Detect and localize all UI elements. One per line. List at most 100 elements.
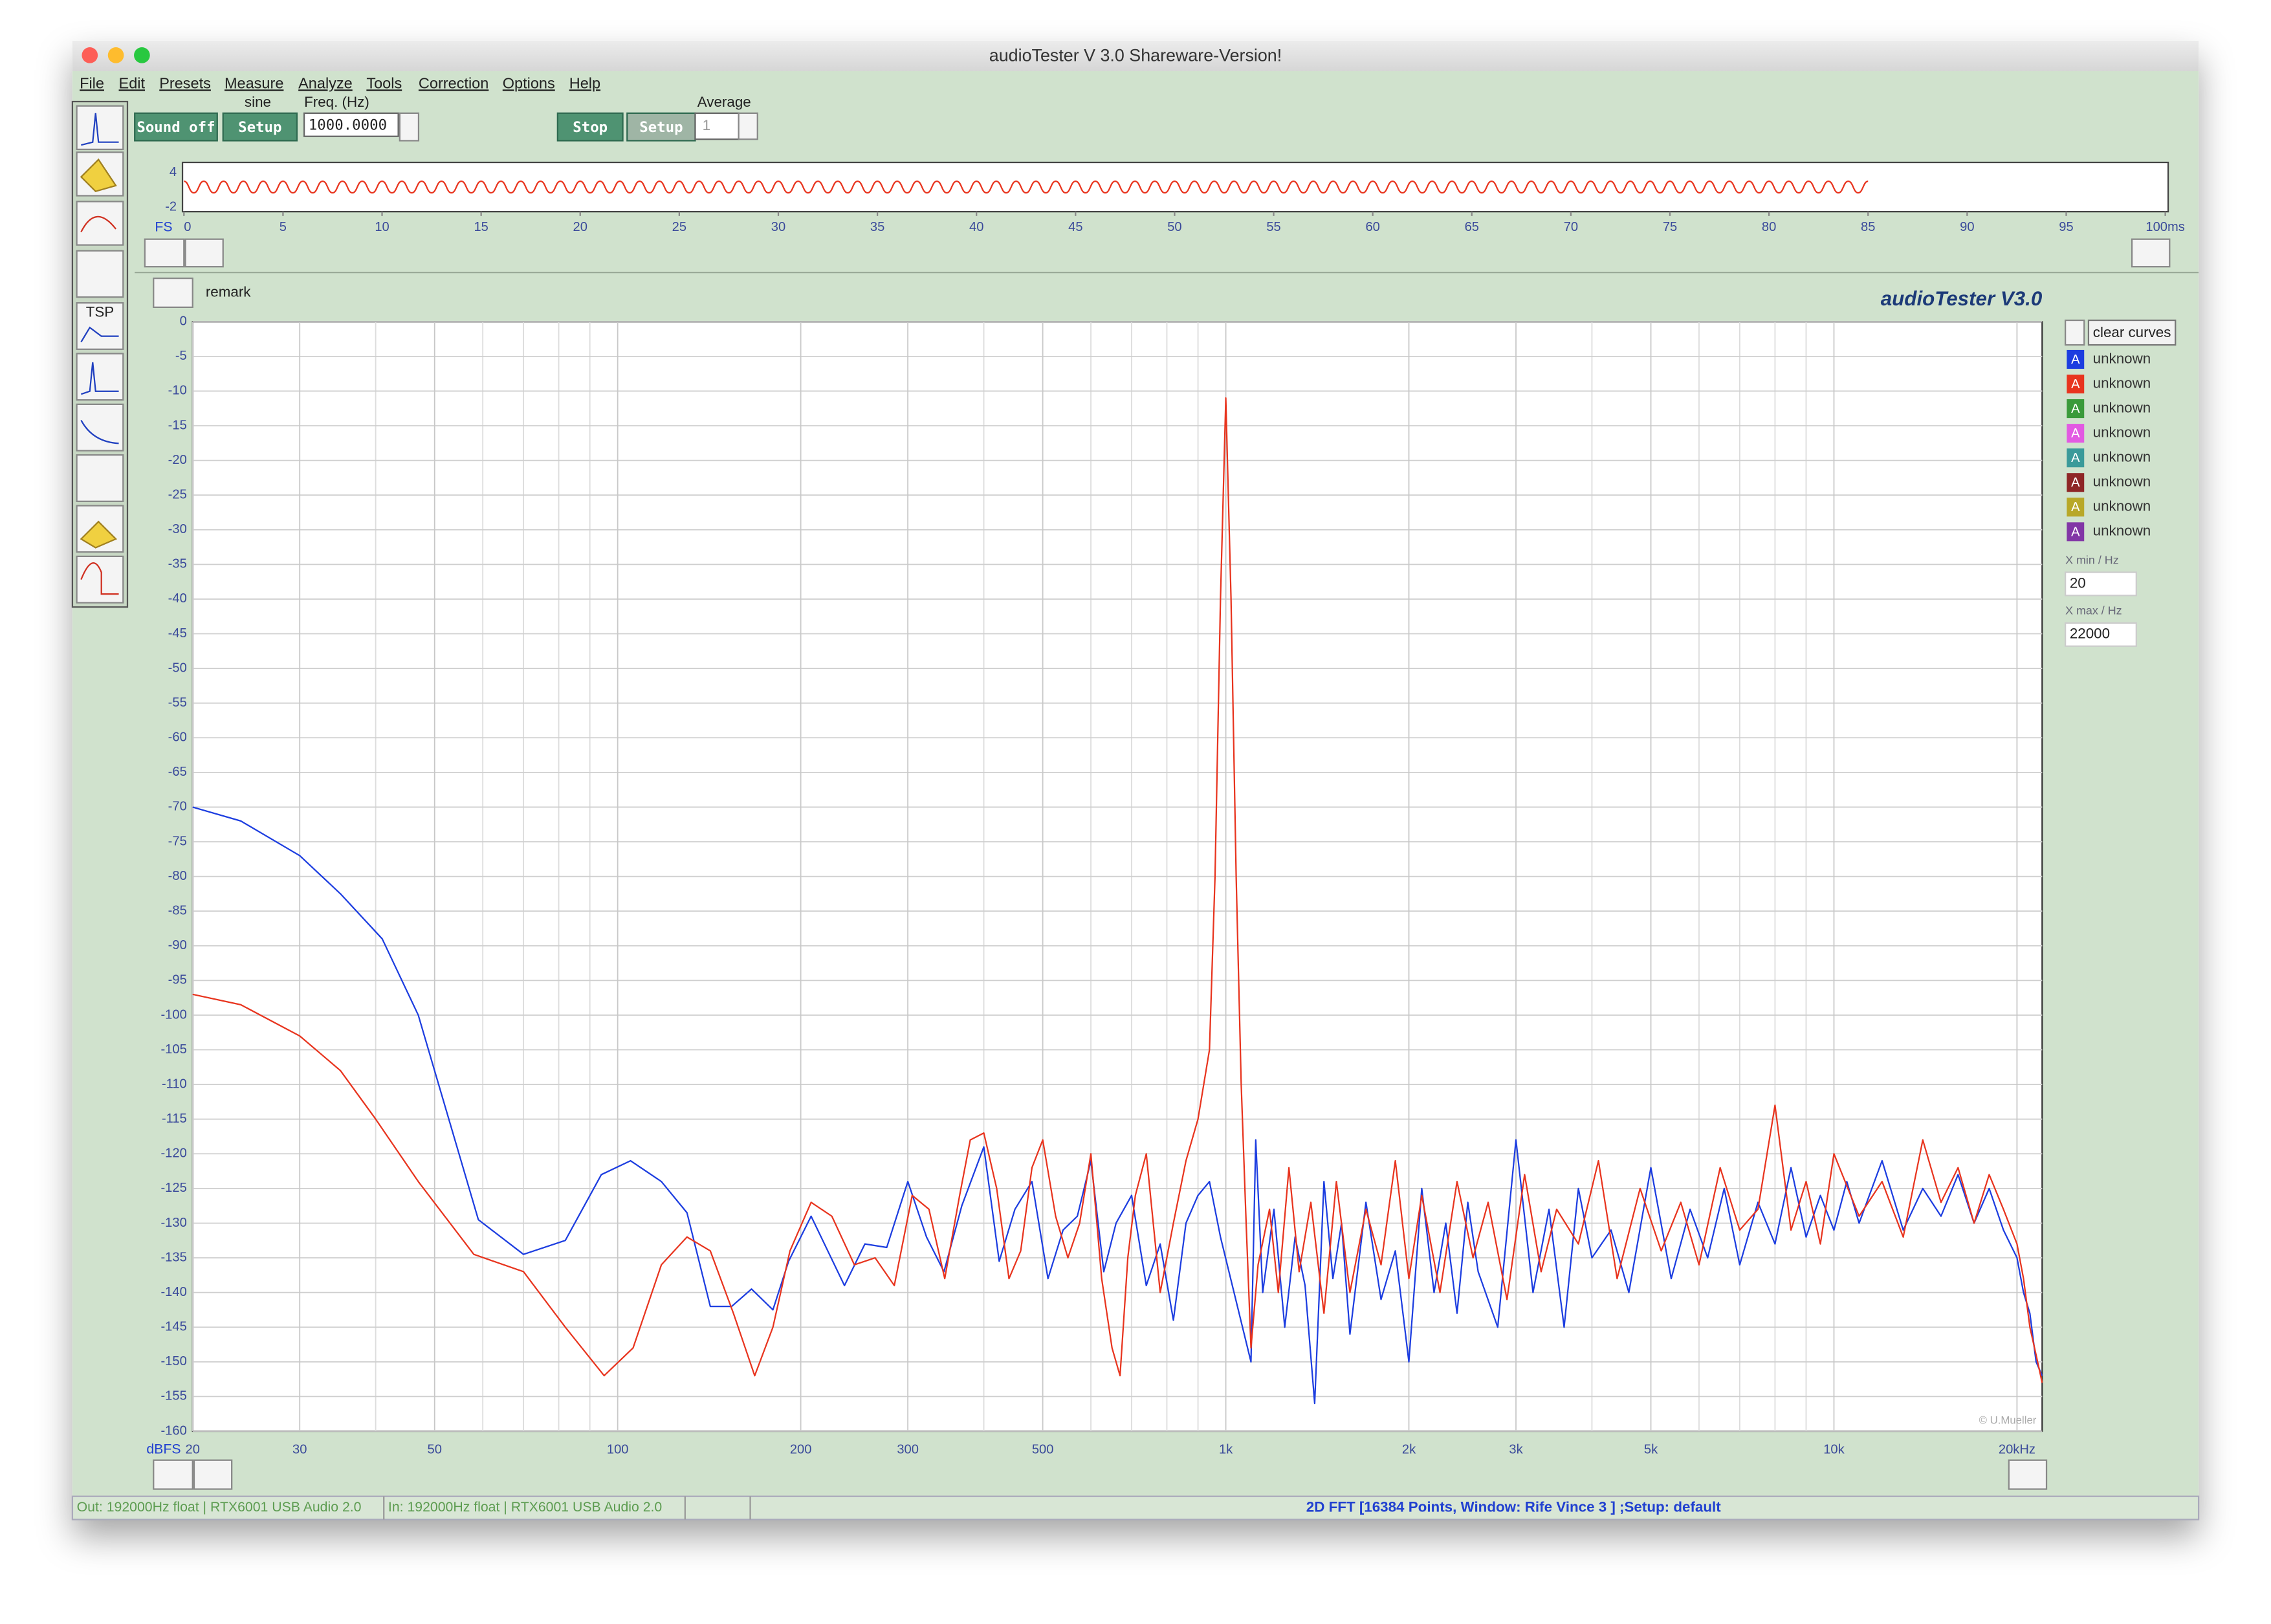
y-tick-label: -85 — [168, 904, 187, 918]
y-tick-label: -25 — [168, 487, 187, 501]
freq-input[interactable] — [303, 112, 399, 137]
clear-curves-button[interactable] — [2087, 319, 2177, 346]
icon — [80, 158, 117, 193]
y-tick-label: -65 — [168, 765, 187, 779]
legend-badge-label: A — [2071, 476, 2080, 490]
legend-badge[interactable] — [2067, 349, 2085, 369]
scroll-buttons[interactable] — [153, 1459, 193, 1490]
brand-label: audioTester V3.0 — [1881, 287, 2043, 310]
stop-button[interactable] — [556, 112, 624, 142]
y-tick-label: -35 — [168, 557, 187, 571]
legend-badge[interactable] — [2067, 498, 2085, 517]
xmin-value: 20 — [2070, 575, 2086, 591]
freq-spinner[interactable] — [399, 112, 420, 142]
menu-item[interactable]: Edit — [119, 74, 146, 91]
y-tick-label: -60 — [168, 730, 187, 745]
tool-tsp[interactable] — [76, 302, 124, 350]
x-tick-label: 100ms — [2145, 220, 2184, 234]
x-tick-label: 300 — [897, 1442, 919, 1456]
scroll-buttons[interactable] — [144, 238, 185, 268]
scroll-buttons[interactable] — [153, 277, 193, 308]
scroll-buttons[interactable] — [2131, 238, 2171, 268]
stop-label: Stop — [573, 119, 608, 136]
tsp-label: TSP — [86, 304, 115, 320]
x-tick-label: 30 — [771, 220, 785, 234]
y-tick-label: -55 — [168, 696, 187, 710]
tool-step[interactable] — [76, 555, 124, 604]
legend-badge[interactable] — [2067, 448, 2085, 468]
x-tick-label: 20kHz — [1999, 1442, 2035, 1456]
y-tick-label: -115 — [162, 1112, 187, 1126]
menu-item[interactable]: Measure — [225, 74, 283, 91]
tool-phase[interactable] — [76, 201, 124, 246]
menu-item[interactable]: Options — [503, 74, 555, 91]
y-tick-label: -40 — [168, 591, 187, 606]
scroll-buttons[interactable] — [184, 238, 224, 268]
x-tick-label: 30 — [292, 1442, 307, 1456]
scroll-buttons[interactable] — [2008, 1459, 2048, 1490]
signal-label: sine — [245, 94, 271, 110]
y-tick-label: -140 — [160, 1285, 186, 1299]
menu-item[interactable]: Correction — [419, 74, 488, 91]
x-tick-label: 75 — [1663, 220, 1677, 234]
setup-label-2: Setup — [639, 119, 683, 136]
copyright: © U.Mueller — [1979, 1414, 2037, 1427]
y-tick-label: -5 — [175, 349, 187, 363]
legend-badge[interactable] — [2067, 374, 2085, 394]
tool-icons: TSP — [76, 105, 124, 604]
curve-spinner[interactable] — [2065, 319, 2085, 346]
icon — [80, 326, 119, 343]
y-tick-label: -20 — [168, 453, 187, 467]
y-tick-label: -105 — [160, 1042, 186, 1057]
average-label: Average — [697, 94, 751, 110]
tool-response[interactable] — [76, 250, 124, 298]
x-tick-label: 85 — [1861, 220, 1875, 234]
sound-off-button[interactable] — [134, 112, 218, 142]
menu-item[interactable]: Presets — [159, 74, 211, 91]
x-tick-label: 20 — [186, 1442, 200, 1456]
title-bar — [72, 40, 2199, 71]
tool-spectrum[interactable] — [76, 353, 124, 401]
xmax-label: X max / Hz — [2065, 604, 2122, 617]
legend-badge[interactable] — [2067, 522, 2085, 542]
x-tick-label: 100 — [607, 1442, 629, 1456]
legend-badge[interactable] — [2067, 473, 2085, 492]
setup-button[interactable] — [222, 112, 298, 142]
legend-badge-label: A — [2071, 402, 2080, 416]
y-tick-label: -80 — [168, 869, 187, 883]
close-button[interactable] — [82, 47, 98, 63]
x-tick-label: 15 — [474, 220, 488, 234]
sound-off-label: Sound off — [137, 119, 215, 136]
menu-item[interactable]: Tools — [366, 74, 402, 91]
xmin-input[interactable] — [2065, 571, 2137, 597]
menu-item[interactable]: File — [80, 74, 104, 91]
icon — [80, 215, 116, 232]
icon — [81, 113, 119, 146]
y-tick-label: -110 — [162, 1077, 187, 1091]
legend-badge[interactable] — [2067, 424, 2085, 443]
legend-badge[interactable] — [2067, 399, 2085, 419]
y-tick-label: -90 — [168, 938, 187, 952]
icon — [80, 562, 119, 595]
y-tick-label: -50 — [168, 661, 187, 675]
x-tick-label: 35 — [870, 220, 884, 234]
x-tick-label: 90 — [1960, 220, 1974, 234]
average-value: 1 — [703, 117, 710, 133]
xmax-input[interactable] — [2065, 622, 2137, 647]
menu-item[interactable]: Analyze — [298, 74, 353, 91]
status-in: In: 192000Hz float | RTX6001 USB Audio 2… — [388, 1499, 662, 1515]
setup-button-2[interactable] — [626, 112, 696, 142]
average-spinner[interactable] — [738, 112, 758, 140]
legend-badge-label: A — [2071, 451, 2080, 465]
x-tick-label: 0 — [184, 220, 191, 234]
zoom-button[interactable] — [134, 47, 150, 63]
scroll-buttons[interactable] — [193, 1459, 233, 1490]
y-tick-label: -30 — [168, 522, 187, 536]
menu-item[interactable]: Help — [569, 74, 600, 91]
tool-speaker[interactable] — [76, 454, 124, 502]
y-tick-label: -155 — [160, 1389, 186, 1403]
x-tick-label: 40 — [969, 220, 983, 234]
y-tick-label: -150 — [160, 1354, 186, 1368]
minimize-button[interactable] — [107, 47, 124, 63]
average-input[interactable] — [694, 112, 740, 140]
